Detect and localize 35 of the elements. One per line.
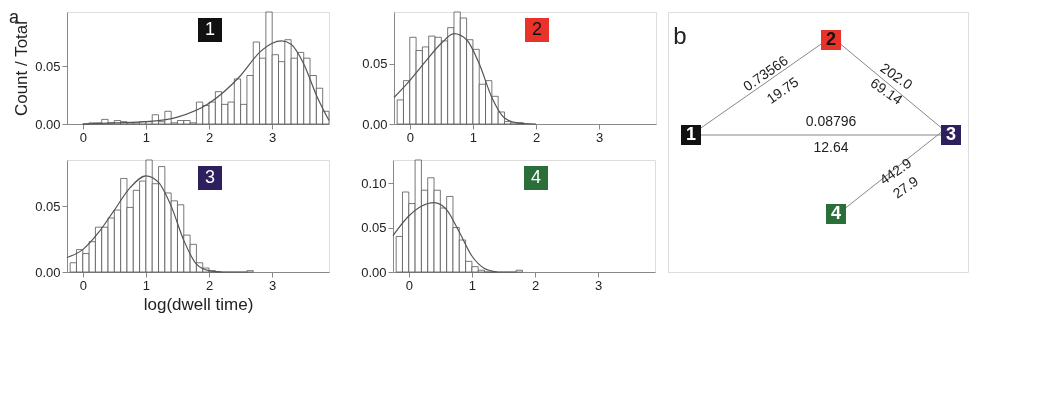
x-tick-label: 1	[468, 277, 477, 293]
y-tick-label: 0.00	[35, 116, 61, 132]
x-tick-label: 0	[405, 277, 413, 293]
x-tick-label: 0	[79, 129, 87, 145]
text: 2	[825, 29, 837, 49]
x-tick-label: 3	[596, 129, 604, 145]
x-tick-label: 3	[269, 129, 277, 145]
x-tick-label: 0	[79, 277, 87, 293]
x-tick-label: 3	[269, 277, 277, 293]
x-tick-label: 0	[406, 129, 414, 145]
x-tick-label: 2	[531, 277, 540, 293]
y-tick-label: 0.00	[362, 116, 388, 132]
text: 12.64	[813, 139, 849, 155]
annotation: 2	[531, 19, 543, 39]
y-tick-label: 0.10	[361, 175, 387, 191]
x-tick-label: 1	[142, 277, 151, 293]
x-axis-title: log(dwell time)	[143, 294, 254, 314]
x-tick-label: 2	[532, 129, 541, 145]
text: 0.08796	[805, 113, 857, 129]
text: 4	[830, 203, 842, 223]
y-tick-label: 0.00	[35, 264, 61, 280]
x-tick-label: 1	[142, 129, 151, 145]
y-tick-label: 0.05	[361, 220, 387, 236]
text: b	[673, 22, 687, 49]
y-tick-label: 0.00	[361, 264, 387, 280]
annotation: 4	[530, 167, 542, 187]
x-tick-label: 2	[205, 277, 214, 293]
annotation: 1	[204, 19, 216, 39]
x-tick-label: 2	[205, 129, 214, 145]
x-tick-label: 1	[469, 129, 478, 145]
y-tick-label: 0.05	[35, 58, 61, 74]
y-tick-label: 0.05	[35, 198, 61, 214]
x-tick-label: 3	[595, 277, 603, 293]
y-tick-label: 0.05	[362, 56, 388, 72]
annotation: 3	[204, 167, 216, 187]
